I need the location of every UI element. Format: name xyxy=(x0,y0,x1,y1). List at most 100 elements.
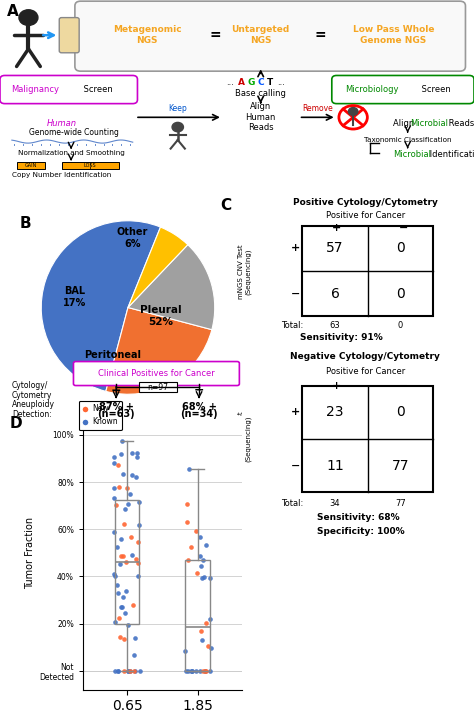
Point xyxy=(184,554,192,565)
Point xyxy=(132,471,140,482)
Text: 11: 11 xyxy=(326,459,344,473)
Point xyxy=(206,614,214,625)
FancyBboxPatch shape xyxy=(75,1,465,71)
Point xyxy=(110,482,118,493)
Point xyxy=(113,499,120,510)
Text: Total:: Total: xyxy=(281,321,303,330)
Point xyxy=(112,616,119,628)
Point xyxy=(199,572,206,584)
Text: Positive for Cancer: Positive for Cancer xyxy=(326,368,405,377)
Point xyxy=(130,665,137,676)
Text: =: = xyxy=(314,28,326,42)
Text: Aneuploidy
Detection:: Aneuploidy Detection: xyxy=(12,400,55,419)
Circle shape xyxy=(172,122,183,132)
Point xyxy=(115,481,123,493)
Point xyxy=(201,665,209,676)
Point xyxy=(110,457,118,469)
Wedge shape xyxy=(128,227,188,308)
Text: A: A xyxy=(7,4,19,19)
Point xyxy=(120,634,128,645)
Text: Identification: Identification xyxy=(427,150,474,159)
Text: Sensitivity: 91%: Sensitivity: 91% xyxy=(300,333,383,342)
Point xyxy=(183,516,191,528)
Text: T: T xyxy=(267,78,273,87)
Point xyxy=(119,591,127,602)
Point xyxy=(114,665,122,676)
Text: Align: Align xyxy=(393,119,417,128)
Point xyxy=(134,571,142,582)
Text: Microbial: Microbial xyxy=(410,119,448,128)
Point xyxy=(193,567,201,579)
Text: 77: 77 xyxy=(392,459,409,473)
Point xyxy=(117,601,125,612)
Point xyxy=(118,602,126,613)
Point xyxy=(137,665,144,676)
Point xyxy=(128,532,135,543)
Text: Human: Human xyxy=(46,119,77,128)
Wedge shape xyxy=(128,245,215,330)
Point xyxy=(110,568,118,579)
Point xyxy=(111,665,118,676)
Text: Total:: Total: xyxy=(281,499,303,508)
Text: Copy Number Identification: Copy Number Identification xyxy=(12,172,111,178)
Point xyxy=(118,435,126,447)
Point xyxy=(192,665,200,676)
Text: Keep: Keep xyxy=(168,105,187,113)
Point xyxy=(198,634,206,646)
Bar xyxy=(302,226,433,316)
Text: +: + xyxy=(111,384,121,397)
Point xyxy=(192,525,200,536)
Point xyxy=(188,665,196,676)
Point xyxy=(135,519,143,530)
FancyBboxPatch shape xyxy=(138,383,176,392)
Point xyxy=(135,496,142,508)
Point xyxy=(113,579,120,591)
FancyBboxPatch shape xyxy=(332,75,474,104)
Text: Specificity: 100%: Specificity: 100% xyxy=(317,528,404,536)
Text: C: C xyxy=(220,198,231,213)
Point xyxy=(207,665,214,676)
Text: −: − xyxy=(399,223,409,232)
Point xyxy=(122,556,129,567)
Point xyxy=(123,482,131,493)
Point xyxy=(110,451,118,463)
Text: Negative Cytology/Cytometry: Negative Cytology/Cytometry xyxy=(290,352,440,360)
Point xyxy=(196,550,204,562)
Point xyxy=(206,572,213,584)
Text: 68% +: 68% + xyxy=(182,402,217,412)
Bar xyxy=(62,162,118,169)
Text: C: C xyxy=(257,78,264,87)
Text: Cytology/
Cytometry: Cytology/ Cytometry xyxy=(12,380,52,400)
Text: ...: ... xyxy=(226,78,234,87)
Point xyxy=(196,531,204,542)
Text: Malignancy: Malignancy xyxy=(11,85,60,94)
Text: Untargeted
NGS: Untargeted NGS xyxy=(232,26,290,45)
Text: 0: 0 xyxy=(396,241,405,255)
Point xyxy=(187,665,194,676)
Text: A: A xyxy=(238,78,245,87)
Point xyxy=(120,665,128,676)
Y-axis label: Tumor Fraction: Tumor Fraction xyxy=(25,517,35,589)
Point xyxy=(199,665,206,676)
Point xyxy=(117,533,125,545)
Text: Reads: Reads xyxy=(446,119,474,128)
Point xyxy=(128,469,136,481)
Point xyxy=(202,540,210,551)
Text: 0: 0 xyxy=(396,287,405,301)
Text: =: = xyxy=(210,28,221,42)
Text: 77: 77 xyxy=(395,499,406,508)
Text: −: − xyxy=(399,381,409,391)
Point xyxy=(124,619,131,631)
Point xyxy=(121,503,129,515)
Point xyxy=(124,665,131,676)
Text: ...: ... xyxy=(277,78,284,87)
Text: Positive for Cancer: Positive for Cancer xyxy=(326,211,405,220)
Point xyxy=(135,536,142,547)
Point xyxy=(183,498,191,510)
Point xyxy=(200,554,207,565)
Point xyxy=(135,557,142,569)
Text: Other
6%: Other 6% xyxy=(117,228,148,249)
Text: Microbial: Microbial xyxy=(393,150,431,159)
Point xyxy=(110,526,118,538)
Text: D: D xyxy=(9,416,22,431)
